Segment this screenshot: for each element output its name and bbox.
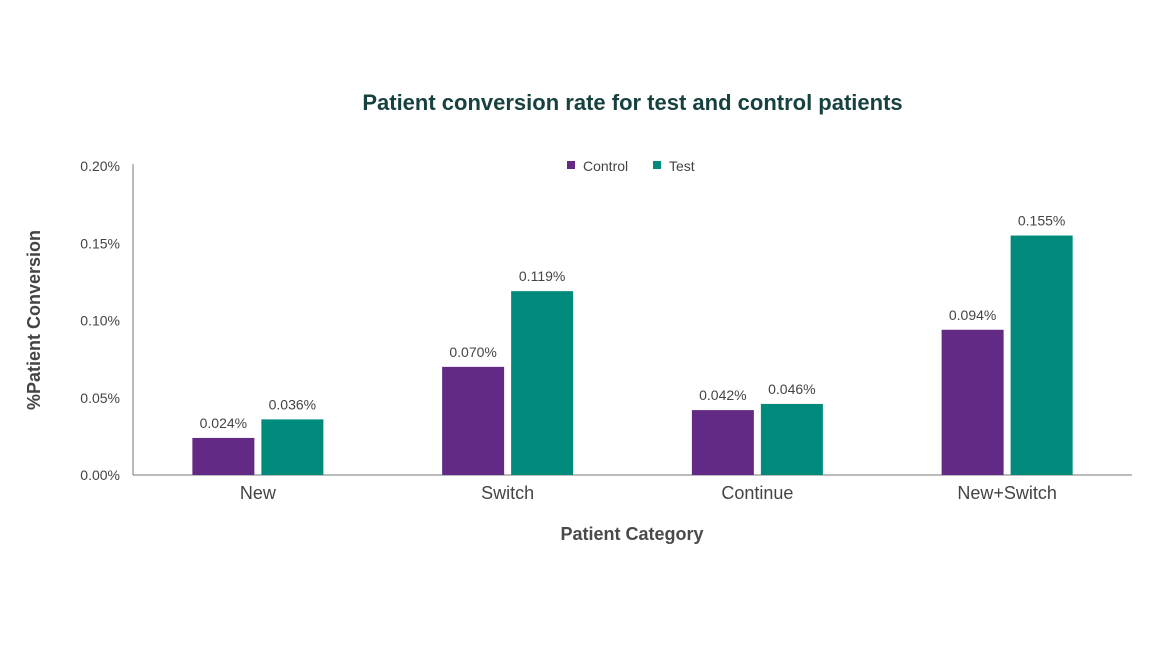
data-label-control-3: 0.094% bbox=[949, 307, 996, 323]
x-tick-label: Switch bbox=[481, 483, 534, 503]
chart-title: Patient conversion rate for test and con… bbox=[362, 90, 903, 115]
chart-title-wrap: Patient conversion rate for test and con… bbox=[0, 90, 1170, 116]
y-tick-label: 0.05% bbox=[80, 390, 120, 406]
data-label-test-3: 0.155% bbox=[1018, 213, 1065, 229]
data-label-test-2: 0.046% bbox=[768, 381, 815, 397]
bar-test-1 bbox=[511, 291, 574, 475]
x-tick-label: Continue bbox=[721, 483, 793, 503]
y-tick-label: 0.00% bbox=[80, 467, 120, 483]
legend-label-test: Test bbox=[669, 158, 695, 174]
bar-test-2 bbox=[760, 403, 823, 475]
y-axis-label: %Patient Conversion bbox=[24, 230, 44, 410]
data-label-test-0: 0.036% bbox=[269, 396, 316, 412]
bar-control-1 bbox=[442, 366, 505, 475]
x-tick-label: New bbox=[240, 483, 277, 503]
data-label-control-0: 0.024% bbox=[200, 415, 247, 431]
bar-control-3 bbox=[941, 329, 1004, 475]
legend-swatch-test bbox=[653, 161, 661, 169]
data-label-control-1: 0.070% bbox=[449, 344, 496, 360]
x-axis-label: Patient Category bbox=[560, 524, 703, 544]
y-tick-label: 0.15% bbox=[80, 235, 120, 251]
bar-test-0 bbox=[261, 419, 324, 475]
y-tick-label: 0.10% bbox=[80, 313, 120, 329]
legend-swatch-control bbox=[567, 161, 575, 169]
bar-test-3 bbox=[1010, 235, 1073, 475]
data-label-test-1: 0.119% bbox=[519, 268, 565, 284]
legend-label-control: Control bbox=[583, 158, 628, 174]
x-tick-label: New+Switch bbox=[957, 483, 1057, 503]
y-tick-label: 0.20% bbox=[80, 158, 120, 174]
data-label-control-2: 0.042% bbox=[699, 387, 746, 403]
bar-control-2 bbox=[691, 410, 754, 475]
bar-control-0 bbox=[192, 437, 255, 475]
